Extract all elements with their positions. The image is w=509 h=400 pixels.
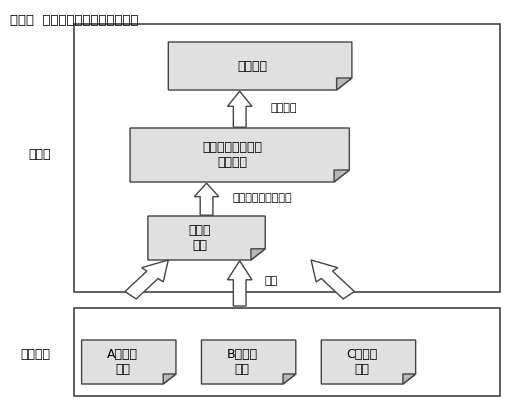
Text: 図表２  連結予算作成のイメージ図: 図表２ 連結予算作成のイメージ図 [10, 14, 138, 27]
Polygon shape [168, 42, 351, 90]
Polygon shape [250, 249, 265, 260]
Bar [74, 24, 499, 292]
Bar [74, 308, 499, 396]
Polygon shape [125, 260, 168, 299]
Polygon shape [227, 261, 251, 306]
Text: 連結消去: 連結消去 [270, 103, 296, 113]
Polygon shape [201, 340, 295, 384]
Polygon shape [227, 91, 251, 127]
Text: A子会社
予算: A子会社 予算 [107, 348, 137, 376]
Polygon shape [81, 340, 176, 384]
Polygon shape [321, 340, 415, 384]
Polygon shape [333, 170, 349, 182]
Text: 提出: 提出 [264, 276, 277, 286]
Text: 親会社: 親会社 [28, 148, 50, 160]
Text: 親会社
予算: 親会社 予算 [188, 224, 210, 252]
Text: 親会社及び子会社
合算予算: 親会社及び子会社 合算予算 [202, 141, 262, 169]
Polygon shape [194, 183, 218, 215]
Text: 子会社との単純合算: 子会社との単純合算 [232, 193, 291, 203]
Polygon shape [130, 128, 349, 182]
Text: C子会社
予算: C子会社 予算 [346, 348, 377, 376]
Polygon shape [336, 78, 351, 90]
Text: B子会社
予算: B子会社 予算 [226, 348, 258, 376]
Text: 各子会社: 各子会社 [20, 348, 50, 360]
Polygon shape [402, 374, 415, 384]
Polygon shape [282, 374, 295, 384]
Polygon shape [148, 216, 265, 260]
Text: 連結予算: 連結予算 [237, 60, 267, 72]
Polygon shape [163, 374, 176, 384]
Polygon shape [310, 260, 354, 299]
